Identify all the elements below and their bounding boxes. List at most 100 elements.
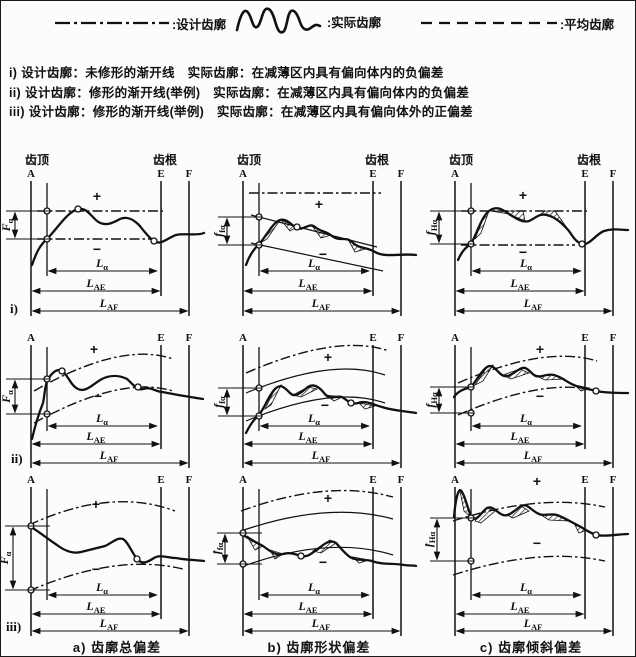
point-letter-A: A xyxy=(239,474,247,486)
row-label-iii: iii) xyxy=(6,619,22,634)
actual-profile-curve xyxy=(456,207,630,262)
dim-laf-label: LAF xyxy=(311,296,331,312)
dim-lae-label: LAE xyxy=(85,429,105,445)
point-letter-A: A xyxy=(239,168,247,180)
point-letter-E: E xyxy=(157,332,164,344)
legend-item-design-profile: :设计齿廓 xyxy=(53,13,226,33)
tip-label: 齿顶 xyxy=(25,153,49,167)
deviation-symbol: Fα xyxy=(1,218,15,232)
tolerance-band-line xyxy=(240,511,394,532)
dim-lae-label: LAE xyxy=(297,599,317,615)
note-iii: iii) 设计齿廓：修形的渐开线(举例) 实际齿廓：在减薄区内具有偏向体外的正偏差 xyxy=(9,103,473,123)
deviation-symbol: Fα xyxy=(1,551,13,565)
hatch-area xyxy=(473,364,494,387)
contact-point-circle xyxy=(74,205,82,213)
actual-profile-curve xyxy=(29,525,206,564)
deviation-symbol: ffα xyxy=(213,225,227,237)
plus-sign: + xyxy=(93,188,101,204)
design-profile-line xyxy=(245,344,390,374)
minus-sign: − xyxy=(93,241,101,257)
actual-profile-curve xyxy=(241,533,418,568)
point-letter-E: E xyxy=(157,168,164,180)
design-profile-line xyxy=(240,489,394,512)
dim-laf-label: LAF xyxy=(99,448,119,464)
design-profile-line xyxy=(33,386,174,424)
point-letter-E: E xyxy=(581,474,588,486)
point-letter-A: A xyxy=(27,474,35,486)
actual-profile-curve xyxy=(452,364,630,399)
root-label: 齿根 xyxy=(577,153,601,167)
dim-lae-label: LAE xyxy=(85,276,105,292)
plus-sign: + xyxy=(536,341,544,357)
contact-point-circle xyxy=(347,399,355,407)
contact-point-circle xyxy=(150,237,158,245)
actual-profile-curve xyxy=(30,368,205,441)
dim-lae-label: LAE xyxy=(297,276,317,292)
tolerance-band-line xyxy=(245,396,386,422)
hatch-area xyxy=(263,383,283,411)
note-ii: ii) 设计齿廓：修形的渐开线(举例) 实际齿廓：在减薄区内具有偏向体内的负偏差 xyxy=(9,84,473,104)
legend-item-mean-profile: :平均齿廓 xyxy=(419,13,614,33)
minus-sign: − xyxy=(94,388,102,404)
dash-dot-line-icon xyxy=(55,21,169,25)
design-profile-line xyxy=(28,501,176,526)
panel-svg-0-2: 齿顶 齿根 A E FfHα + −Lα LAE LAF xyxy=(423,152,630,316)
dim-laf-label: LAF xyxy=(311,616,331,632)
design-profile-line xyxy=(28,563,184,592)
point-letter-F: F xyxy=(398,332,405,344)
contact-point-circle xyxy=(58,367,66,375)
plus-sign: + xyxy=(519,187,527,203)
panel-svg-1-2: A E FfHα + −Lα LAE LAF xyxy=(423,332,630,468)
dashed-line-icon xyxy=(421,21,557,25)
point-letter-E: E xyxy=(157,474,164,486)
dim-la-label: Lα xyxy=(95,256,108,272)
row-label-i: i) xyxy=(10,301,18,316)
panel-svg-1-1: A E Fffα + −Lα LAE LAF xyxy=(211,332,418,468)
design-profile-line xyxy=(33,353,174,392)
point-letter-F: F xyxy=(186,474,193,486)
caption-profile-slope-deviation: c) 齿廓倾斜偏差 xyxy=(479,640,583,655)
panel-i-a: 齿顶 齿根 A E F Fα + −Lα LAE LAF xyxy=(1,152,213,336)
minus-sign: − xyxy=(536,388,544,404)
note-iii-text: 设计齿廓：修形的渐开线(举例) 实际齿廓：在减薄区内具有偏向体外的正偏差 xyxy=(28,105,473,119)
panel-ii-b: A E Fffα + −Lα LAE LAF xyxy=(211,331,425,478)
deviation-symbol: ffα xyxy=(213,396,227,408)
plus-sign: + xyxy=(315,196,323,212)
deviation-symbol: fHα xyxy=(425,220,439,236)
point-letter-A: A xyxy=(27,168,35,180)
caption-total-profile-deviation: a) 齿廓总偏差 xyxy=(72,640,162,655)
plus-sign: + xyxy=(90,341,98,357)
minus-sign: − xyxy=(319,554,327,570)
note-iii-prefix: iii) xyxy=(9,105,25,119)
minus-sign: − xyxy=(519,244,527,260)
dim-la-label: Lα xyxy=(307,256,320,272)
tip-label: 齿顶 xyxy=(449,153,473,167)
deviation-symbol: fHα xyxy=(425,532,437,548)
dim-lae-label: LAE xyxy=(297,429,317,445)
root-label: 齿根 xyxy=(153,153,177,167)
panel-svg-0-0: 齿顶 齿根 A E F Fα + −Lα LAE LAF xyxy=(1,152,206,316)
dim-lae-label: LAE xyxy=(509,599,529,615)
panel-i-c: 齿顶 齿根 A E FfHα + −Lα LAE LAF xyxy=(423,152,635,336)
dim-lae-label: LAE xyxy=(509,429,529,445)
note-i: i) 设计齿廓：未修形的渐开线 实际齿廓：在减薄区内具有偏向体内的负偏差 xyxy=(9,64,473,84)
hatch-area xyxy=(474,210,490,240)
note-ii-text: 设计齿廓：修形的渐开线(举例) 实际齿廓：在减薄区内具有偏向体内的负偏差 xyxy=(25,85,470,100)
contact-point-circle xyxy=(592,387,600,395)
dim-lae-label: LAE xyxy=(85,599,105,615)
actual-profile-curve xyxy=(452,488,630,537)
contact-point-circle xyxy=(592,531,600,539)
notes-block: i) 设计齿廓：未修形的渐开线 实际齿廓：在减薄区内具有偏向体内的负偏差 ii) 设… xyxy=(9,64,473,123)
contact-point-circle xyxy=(293,223,301,231)
point-letter-E: E xyxy=(369,474,376,486)
legend-label-design: :设计齿廓 xyxy=(172,17,227,32)
panel-ii-c: A E FfHα + −Lα LAE LAF xyxy=(423,331,635,478)
actual-profile-curve xyxy=(244,218,418,267)
plus-sign: + xyxy=(324,349,332,365)
contact-point-circle xyxy=(578,240,586,248)
